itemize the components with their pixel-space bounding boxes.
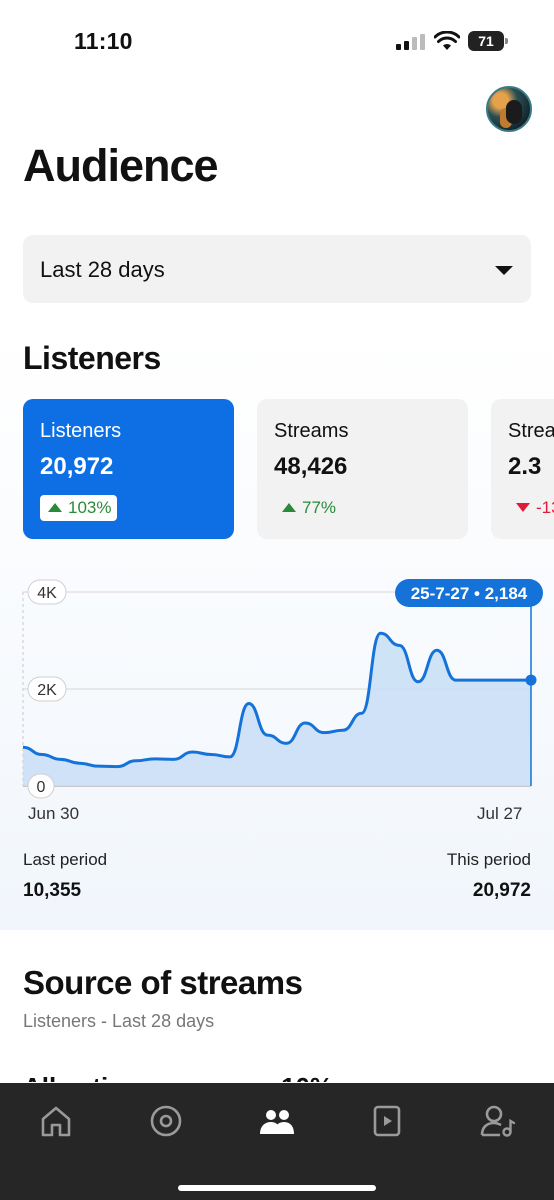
metric-value: 20,972 — [40, 453, 114, 480]
cellular-signal-icon — [396, 34, 425, 50]
metric-label: Streams — [274, 420, 349, 442]
source-row-percent: 10% — [281, 1072, 333, 1082]
last-period-label: Last period — [23, 850, 108, 869]
metric-value: 2.3 — [508, 453, 542, 480]
last-period-value: 10,355 — [23, 880, 82, 901]
metric-delta-value: 77% — [302, 498, 337, 517]
tooltip-bubble — [395, 579, 543, 607]
metric-delta-value: -13 — [536, 498, 554, 517]
metric-label: Strea — [508, 420, 554, 442]
metric-delta-badge: 77% — [274, 495, 342, 521]
arrow-up-icon — [48, 503, 62, 512]
series-area — [23, 633, 531, 786]
metric-label: Listeners — [40, 420, 122, 442]
battery-level: 71 — [468, 31, 504, 51]
x-axis-end-label: Jul 27 — [477, 804, 523, 823]
period-select[interactable]: Last 28 days — [23, 235, 531, 303]
metric-card-streams[interactable]: Streams 48,426 77% — [257, 399, 468, 539]
home-icon — [41, 1106, 71, 1137]
metric-delta-badge: 103% — [40, 495, 118, 521]
metric-delta-value: 103% — [68, 498, 112, 517]
catalog-icon — [150, 1105, 182, 1137]
tab-home[interactable] — [36, 1101, 76, 1141]
caret-down-icon — [495, 266, 513, 275]
tab-bar — [0, 1083, 554, 1200]
arrow-down-icon — [516, 503, 530, 512]
source-section-title: Source of streams — [23, 964, 303, 1001]
tab-artist-profile[interactable] — [478, 1101, 518, 1141]
this-period-label: This period — [446, 850, 531, 869]
status-time: 11:10 — [74, 28, 133, 54]
listeners-chart[interactable]: 4K 2K 0 25-7-27 • 2,184 Jun 30 Jul 27 — [0, 570, 554, 830]
y-tick-pill — [27, 773, 55, 799]
video-icon — [373, 1105, 401, 1137]
y-tick-pill — [27, 579, 67, 605]
profile-music-icon — [480, 1105, 516, 1137]
metric-card-streams-per-listener[interactable]: Strea 2.3 -13 — [491, 399, 554, 539]
home-indicator — [178, 1185, 376, 1191]
wifi-icon — [434, 31, 460, 50]
profile-avatar[interactable] — [486, 86, 532, 132]
source-section-subtitle: Listeners - Last 28 days — [23, 1011, 215, 1031]
page-title: Audience — [23, 140, 219, 191]
y-tick-pill — [27, 676, 67, 702]
metric-value: 48,426 — [274, 453, 348, 480]
battery-icon: 71 — [468, 31, 508, 51]
audience-icon — [260, 1110, 294, 1134]
y-tick-label: 2K — [37, 682, 57, 699]
arrow-up-icon — [282, 503, 296, 512]
period-select-value: Last 28 days — [40, 257, 165, 282]
cursor-point[interactable] — [525, 674, 537, 686]
y-tick-label: 0 — [37, 779, 46, 796]
metric-delta-badge: -13 — [508, 495, 554, 521]
source-row: All active 10% — [23, 1068, 531, 1082]
status-bar: 11:10 71 — [0, 0, 554, 80]
chart-svg: 4K 2K 0 25-7-27 • 2,184 — [22, 579, 543, 799]
metric-card-listeners[interactable]: Listeners 20,972 103% — [23, 399, 234, 539]
x-axis-start-label: Jun 30 — [28, 804, 80, 823]
series-line — [22, 631, 531, 769]
tab-catalog[interactable] — [146, 1101, 186, 1141]
y-tick-label: 4K — [37, 585, 57, 602]
tab-audience[interactable] — [257, 1101, 297, 1141]
tooltip-text: 25-7-27 • 2,184 — [411, 584, 528, 603]
this-period-value: 20,972 — [472, 880, 531, 901]
source-row-label: All active — [23, 1072, 137, 1082]
tab-video[interactable] — [367, 1101, 407, 1141]
listeners-section-title: Listeners — [23, 340, 161, 376]
